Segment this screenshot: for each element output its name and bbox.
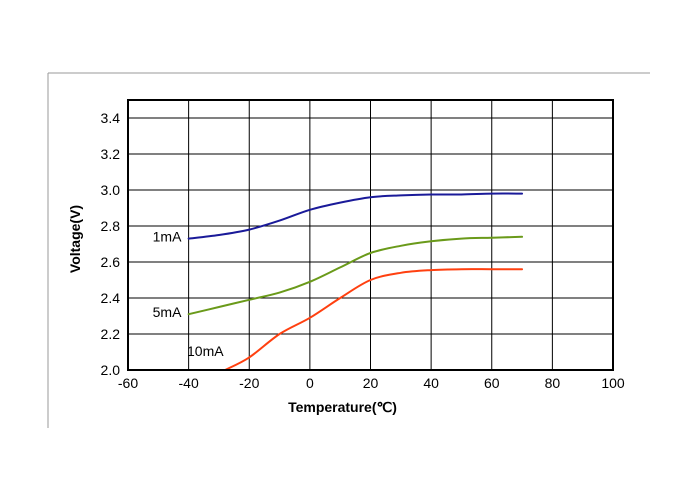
x-tick-label: 20 bbox=[363, 375, 379, 391]
x-tick-label: -20 bbox=[239, 375, 259, 391]
series-label-10mA: 10mA bbox=[187, 343, 224, 359]
y-tick-label: 3.0 bbox=[101, 182, 121, 198]
x-axis-title: Temperature(℃) bbox=[288, 399, 397, 415]
x-tick-label: 0 bbox=[306, 375, 314, 391]
series-lines bbox=[187, 192, 524, 371]
grid-lines bbox=[128, 100, 614, 370]
x-tick-label: -40 bbox=[179, 375, 199, 391]
y-tick-label: 2.6 bbox=[101, 254, 121, 270]
y-tick-label: 3.4 bbox=[101, 110, 121, 126]
y-tick-labels: 2.0 2.2 2.4 2.6 2.8 3.0 3.2 3.4 bbox=[101, 110, 121, 378]
y-tick-label: 2.2 bbox=[101, 326, 121, 342]
series-line-1mA bbox=[187, 192, 524, 240]
y-tick-label: 2.8 bbox=[101, 218, 121, 234]
series-label-1mA: 1mA bbox=[153, 229, 182, 245]
x-tick-label: 60 bbox=[484, 375, 500, 391]
plot-border bbox=[127, 99, 614, 371]
y-axis-title: Voltage(V) bbox=[67, 205, 83, 273]
x-tick-label: 100 bbox=[601, 375, 625, 391]
y-tick-label: 3.2 bbox=[101, 146, 121, 162]
x-tick-label: -60 bbox=[118, 375, 138, 391]
series-line-5mA bbox=[187, 235, 524, 316]
x-tick-labels: -60 -40 -20 0 20 40 60 80 100 bbox=[118, 375, 625, 391]
series-labels: 1mA 5mA 10mA bbox=[153, 229, 225, 359]
y-tick-label: 2.4 bbox=[101, 290, 121, 306]
series-line-10mA bbox=[224, 268, 524, 371]
y-tick-label: 2.0 bbox=[101, 362, 121, 378]
x-tick-label: 40 bbox=[423, 375, 439, 391]
x-tick-label: 80 bbox=[545, 375, 561, 391]
series-label-5mA: 5mA bbox=[153, 304, 182, 320]
